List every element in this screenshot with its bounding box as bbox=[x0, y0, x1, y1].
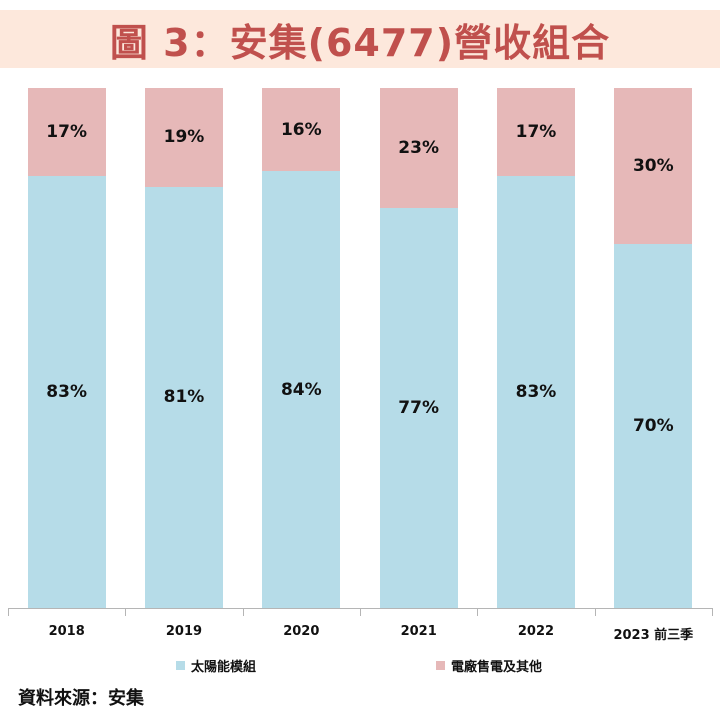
x-axis-tick bbox=[360, 608, 361, 616]
legend-swatch-solar bbox=[176, 661, 185, 670]
bar-segment-other: 17% bbox=[497, 88, 575, 177]
bar-2019: 81% 19% bbox=[145, 88, 223, 608]
x-axis-tick bbox=[243, 608, 244, 616]
bar-2022: 83% 17% bbox=[497, 88, 575, 608]
chart-title: 圖 3：安集(6477)營收組合 bbox=[109, 20, 611, 65]
x-tick-label: 2019 bbox=[165, 624, 203, 639]
bar-segment-other: 30% bbox=[614, 88, 693, 244]
x-axis-tick bbox=[595, 608, 596, 616]
x-tick-label: 2022 bbox=[517, 624, 555, 639]
data-label: 81% bbox=[163, 387, 205, 408]
bar-2021: 77% 23% bbox=[379, 88, 458, 608]
data-label: 19% bbox=[163, 127, 205, 148]
bar-segment-solar: 81% bbox=[145, 186, 223, 608]
legend-item-solar: 太陽能模組 bbox=[176, 656, 256, 675]
x-tick-label: 2023 前三季 bbox=[613, 628, 694, 643]
title-band: 圖 3：安集(6477)營收組合 bbox=[0, 10, 720, 68]
x-axis-tick bbox=[712, 608, 713, 616]
data-label: 77% bbox=[398, 397, 439, 418]
x-axis-tick bbox=[8, 608, 9, 616]
bar-segment-other: 17% bbox=[27, 88, 106, 177]
bar-segment-solar: 70% bbox=[614, 244, 693, 608]
data-label: 84% bbox=[280, 379, 322, 400]
x-tick-label: 2020 bbox=[283, 624, 320, 639]
bar-2023-前三季: 70% 30% bbox=[614, 88, 693, 608]
bar-segment-solar: 77% bbox=[379, 207, 458, 608]
data-label: 17% bbox=[46, 122, 87, 143]
data-label: 30% bbox=[632, 156, 674, 176]
data-label: 17% bbox=[515, 122, 557, 143]
x-axis-tick bbox=[125, 608, 126, 616]
bar-segment-solar: 83% bbox=[27, 176, 106, 608]
legend-label-solar: 太陽能模組 bbox=[191, 660, 257, 675]
data-label: 23% bbox=[398, 137, 439, 158]
bar-segment-solar: 84% bbox=[262, 171, 341, 608]
bar-2018: 83% 17% bbox=[27, 88, 106, 608]
bar-segment-other: 19% bbox=[145, 88, 223, 187]
bar-2020: 84% 16% bbox=[262, 88, 341, 608]
legend-swatch-other bbox=[436, 661, 445, 670]
bar-segment-other: 23% bbox=[379, 88, 458, 208]
data-label: 70% bbox=[632, 416, 674, 436]
data-label: 83% bbox=[46, 382, 87, 403]
x-tick-label: 2021 bbox=[400, 624, 437, 639]
bar-segment-solar: 83% bbox=[497, 176, 575, 608]
legend-item-other: 電廠售電及其他 bbox=[436, 656, 542, 675]
x-tick-label: 2018 bbox=[48, 624, 85, 639]
plot-area: 83% 17% 81% 19% 84% 16% 77% 23% 83% 17% 70% 30% bbox=[8, 88, 712, 608]
data-label: 16% bbox=[280, 119, 322, 140]
bar-segment-other: 16% bbox=[262, 88, 341, 172]
legend-label-other: 電廠售電及其他 bbox=[451, 660, 543, 675]
x-axis-tick bbox=[477, 608, 478, 616]
source-note: 資料來源：安集 bbox=[18, 688, 144, 709]
data-label: 83% bbox=[515, 382, 557, 403]
